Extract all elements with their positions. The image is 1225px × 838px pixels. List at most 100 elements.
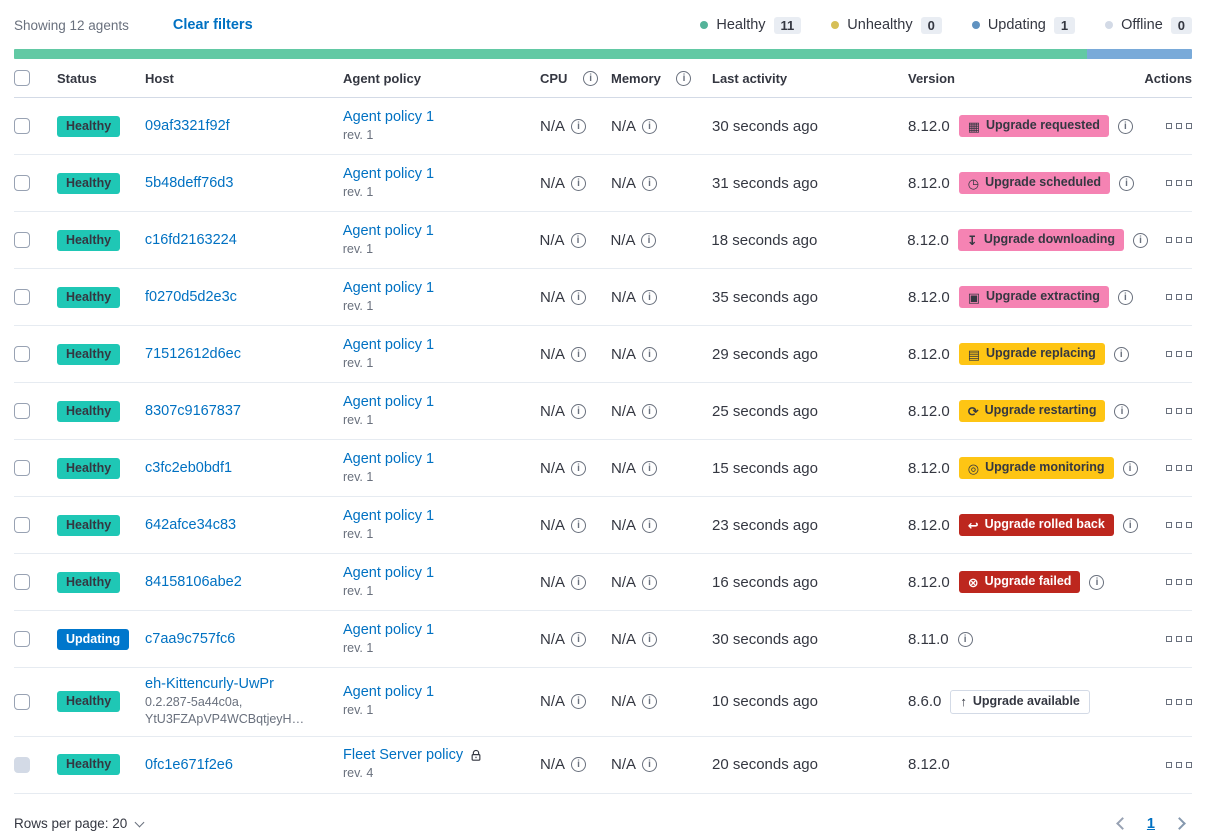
row-actions-menu-icon[interactable] [1166, 123, 1192, 129]
info-icon[interactable]: i [571, 346, 587, 362]
agent-policy-link[interactable]: Agent policy 1 [342, 222, 434, 239]
upgrade-details-info-icon[interactable]: i [1117, 289, 1133, 305]
row-actions-menu-icon[interactable] [1166, 465, 1192, 471]
version-value: 8.12.0 [908, 117, 950, 135]
row-actions-menu-icon[interactable] [1166, 408, 1192, 414]
info-icon[interactable]: i [571, 289, 587, 305]
info-icon[interactable]: i [571, 694, 587, 710]
row-actions-menu-icon[interactable] [1166, 180, 1192, 186]
legend-item-unhealthy[interactable]: Unhealthy 0 [831, 16, 942, 34]
upgrade-details-info-icon[interactable]: i [1113, 346, 1129, 362]
upgrade-details-info-icon[interactable]: i [1122, 460, 1138, 476]
row-actions-menu-icon[interactable] [1166, 294, 1192, 300]
rows-per-page-button[interactable]: Rows per page: 20 [14, 816, 145, 831]
info-icon[interactable]: i [571, 175, 587, 191]
row-actions-menu-icon[interactable] [1166, 522, 1192, 528]
host-link[interactable]: 5b48deff76d3 [145, 175, 234, 191]
row-checkbox[interactable] [14, 289, 30, 305]
agent-policy-link[interactable]: Agent policy 1 [343, 507, 435, 524]
row-checkbox[interactable] [14, 693, 30, 710]
info-icon[interactable]: i [571, 118, 587, 134]
host-link[interactable]: f0270d5d2e3c [145, 289, 237, 305]
agent-policy-link[interactable]: Agent policy 1 [343, 336, 435, 353]
row-actions-menu-icon[interactable] [1166, 351, 1192, 357]
page-number-button[interactable]: 1 [1146, 815, 1155, 832]
agent-policy-link[interactable]: Agent policy 1 [343, 108, 435, 125]
row-actions-menu-icon[interactable] [1166, 579, 1192, 585]
info-icon[interactable]: i [642, 289, 658, 305]
info-icon[interactable]: i [642, 574, 658, 590]
host-link[interactable]: 8307c9167837 [145, 403, 241, 419]
agent-policy-link[interactable]: Agent policy 1 [343, 450, 435, 467]
agent-policy-link[interactable]: Agent policy 1 [343, 621, 435, 638]
info-icon[interactable]: i [642, 631, 658, 647]
agent-policy-link[interactable]: Agent policy 1 [343, 165, 435, 182]
info-icon[interactable]: i [571, 574, 587, 590]
info-icon[interactable]: i [641, 232, 657, 248]
next-page-icon[interactable] [1173, 817, 1186, 831]
info-icon[interactable]: i [571, 403, 587, 419]
row-checkbox[interactable] [14, 346, 30, 362]
info-icon[interactable]: i [642, 175, 658, 191]
host-link[interactable]: c3fc2eb0bdf1 [145, 460, 233, 476]
legend-item-healthy[interactable]: Healthy 11 [700, 16, 802, 34]
agent-policy-link[interactable]: Agent policy 1 [343, 564, 435, 581]
legend-item-offline[interactable]: Offline 0 [1105, 16, 1192, 34]
row-checkbox[interactable] [14, 232, 30, 248]
row-actions-menu-icon[interactable] [1166, 636, 1192, 642]
host-link[interactable]: 84158106abe2 [145, 574, 242, 590]
agent-policy-link[interactable]: Fleet Server policy [343, 747, 464, 764]
host-link[interactable]: 642afce34c83 [145, 517, 237, 533]
info-icon[interactable]: i [642, 118, 658, 134]
info-icon[interactable]: i [571, 460, 587, 476]
info-icon[interactable]: i [642, 517, 658, 533]
agent-policy-link[interactable]: Agent policy 1 [343, 684, 435, 701]
host-link[interactable]: c7aa9c757fc6 [145, 631, 236, 647]
upgrade-details-info-icon[interactable]: i [957, 631, 973, 647]
host-link[interactable]: 0fc1e671f2e6 [145, 756, 233, 773]
download-icon: ↧ [966, 232, 978, 248]
host-link[interactable]: 09af3321f92f [145, 118, 230, 134]
last-activity-value: 16 seconds ago [712, 573, 818, 591]
info-icon[interactable]: i [570, 232, 586, 248]
info-icon[interactable]: i [571, 757, 587, 773]
agent-policy-link[interactable]: Agent policy 1 [343, 393, 435, 410]
info-icon[interactable]: i [642, 694, 658, 710]
upgrade-details-info-icon[interactable]: i [1117, 118, 1133, 134]
upgrade-details-info-icon[interactable]: i [1133, 232, 1149, 248]
row-checkbox[interactable] [14, 175, 30, 191]
select-all-checkbox[interactable] [14, 70, 30, 86]
previous-page-icon[interactable] [1116, 817, 1129, 831]
row-checkbox[interactable] [14, 118, 30, 134]
info-icon[interactable]: i [642, 346, 658, 362]
host-link[interactable]: 71512612d6ec [145, 346, 241, 362]
cpu-info-icon[interactable]: i [583, 70, 599, 86]
row-actions-menu-icon[interactable] [1166, 237, 1193, 243]
info-icon[interactable]: i [571, 631, 587, 647]
clear-filters-link[interactable]: Clear filters [172, 17, 253, 33]
info-icon[interactable]: i [642, 757, 658, 773]
host-link[interactable]: c16fd2163224 [144, 232, 237, 248]
upgrade-badge-label: Upgrade rolled back [984, 517, 1105, 532]
host-link[interactable]: eh-Kittencurly-UwPr [145, 676, 274, 692]
info-icon[interactable]: i [571, 517, 587, 533]
row-checkbox[interactable] [14, 517, 30, 533]
row-checkbox[interactable] [14, 403, 30, 419]
memory-info-icon[interactable]: i [676, 70, 692, 86]
info-icon[interactable]: i [642, 403, 658, 419]
table-row: Healthy 0fc1e671f2e6 Fleet Server policy [14, 737, 1192, 794]
upgrade-details-info-icon[interactable]: i [1119, 175, 1135, 191]
row-checkbox[interactable] [14, 756, 30, 773]
upgrade-details-info-icon[interactable]: i [1089, 574, 1105, 590]
last-activity-value: 30 seconds ago [712, 630, 818, 648]
upgrade-details-info-icon[interactable]: i [1122, 517, 1138, 533]
info-icon[interactable]: i [642, 460, 658, 476]
upgrade-details-info-icon[interactable]: i [1114, 403, 1130, 419]
row-checkbox[interactable] [14, 460, 30, 476]
row-actions-menu-icon[interactable] [1166, 761, 1192, 768]
row-actions-menu-icon[interactable] [1166, 698, 1192, 705]
row-checkbox[interactable] [14, 631, 30, 647]
agent-policy-link[interactable]: Agent policy 1 [343, 279, 435, 296]
row-checkbox[interactable] [14, 574, 30, 590]
legend-item-updating[interactable]: Updating 1 [971, 16, 1076, 34]
